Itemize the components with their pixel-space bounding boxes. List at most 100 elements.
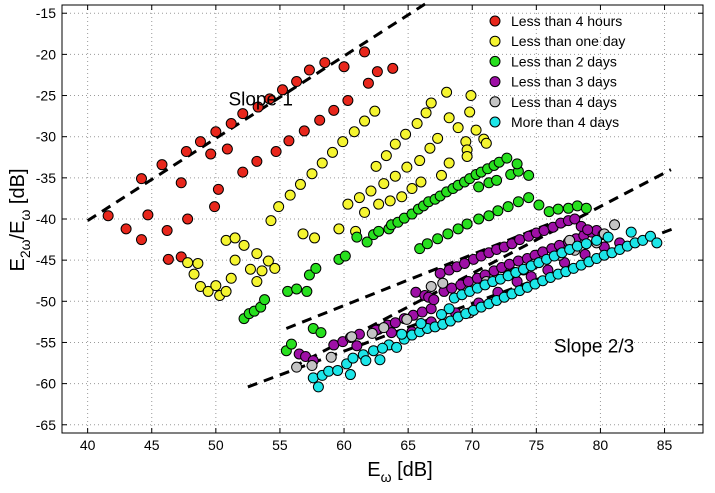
data-point (291, 76, 303, 88)
data-point (651, 237, 663, 249)
data-point (220, 285, 232, 297)
annotations: Slope 1 Slope 2/3 (228, 89, 634, 357)
data-point (339, 250, 351, 262)
data-point (452, 223, 464, 235)
data-point (602, 231, 614, 243)
data-point (373, 198, 385, 210)
data-point (543, 206, 555, 218)
x-tick-label: 55 (272, 437, 288, 453)
data-point (461, 218, 473, 230)
data-point (237, 108, 249, 120)
data-point (237, 166, 249, 178)
data-point (310, 262, 322, 274)
legend-marker (489, 76, 501, 88)
data-point (342, 198, 354, 210)
data-point (374, 354, 386, 366)
data-point (344, 369, 356, 381)
data-point (188, 268, 200, 280)
data-point (391, 341, 403, 353)
data-point (415, 176, 427, 188)
data-point (473, 181, 485, 193)
data-point (210, 280, 222, 292)
data-point (389, 138, 401, 150)
legend-label: Less than 3 days (511, 74, 617, 90)
y-axis-label-base: E (7, 258, 29, 271)
data-point (348, 126, 360, 138)
data-point (580, 202, 592, 214)
legend-marker (489, 116, 501, 128)
data-point (442, 228, 454, 240)
series-5 (307, 226, 663, 393)
data-point (284, 189, 296, 201)
data-point (361, 236, 373, 248)
data-point (437, 277, 449, 289)
data-point (205, 148, 217, 160)
data-point (291, 283, 303, 295)
data-point (432, 233, 444, 245)
data-point (389, 170, 401, 182)
series-2 (238, 152, 592, 357)
x-tick-label: 75 (529, 437, 545, 453)
data-point (380, 150, 392, 162)
data-point (609, 219, 621, 231)
legend-marker (489, 96, 501, 108)
x-axis-label: Eω [dB] (367, 459, 432, 485)
data-point (571, 240, 583, 252)
data-point (265, 215, 277, 227)
data-point (365, 185, 377, 197)
data-point (303, 64, 315, 76)
data-point (552, 203, 564, 215)
data-point (533, 199, 545, 211)
data-point (194, 280, 206, 292)
data-point (571, 200, 583, 212)
x-axis-label-base: E (367, 459, 380, 481)
y-axis-label-sub2: ω (17, 210, 33, 221)
x-tick-label: 70 (464, 437, 480, 453)
axis-ticks: 40 45 50 55 60 65 70 75 80 85 -15 -20 -25 -30 -35 -40 -4… (36, 5, 703, 453)
data-point (297, 228, 309, 240)
data-point (425, 97, 437, 109)
data-point (411, 118, 423, 130)
y-tick-label: -60 (36, 376, 56, 392)
data-point (269, 262, 281, 274)
data-point (264, 93, 276, 105)
data-point (511, 276, 523, 288)
data-point (591, 234, 603, 246)
data-point (301, 285, 313, 297)
data-point (425, 303, 437, 315)
legend-label: Less than 2 days (511, 53, 617, 69)
data-point (569, 213, 581, 225)
legend-label: Less than 4 hours (511, 13, 622, 29)
data-point (294, 178, 306, 190)
data-point (291, 361, 303, 373)
data-point (102, 210, 114, 222)
data-point (306, 168, 318, 180)
data-point (229, 254, 241, 266)
data-point (511, 158, 523, 170)
data-point (353, 192, 365, 204)
data-point (523, 169, 535, 181)
series-3 (293, 213, 626, 367)
data-point (220, 234, 232, 246)
data-point (194, 136, 206, 148)
data-point (210, 126, 222, 138)
data-point (644, 230, 656, 242)
data-point (512, 196, 524, 208)
data-point (180, 146, 192, 158)
legend-label: More than 4 days (511, 114, 619, 130)
y-tick-label: -20 (36, 46, 56, 62)
data-point (277, 84, 289, 96)
data-point (244, 263, 256, 275)
data-point (156, 159, 168, 171)
data-point (359, 206, 371, 218)
data-point (384, 195, 396, 207)
data-point (428, 294, 440, 306)
data-point (562, 202, 574, 214)
data-point (325, 351, 337, 363)
data-point (378, 322, 390, 334)
annotation: Slope 1 (228, 89, 292, 110)
data-point (501, 152, 513, 164)
slope-reference-line (285, 222, 550, 330)
data-point (209, 201, 221, 213)
